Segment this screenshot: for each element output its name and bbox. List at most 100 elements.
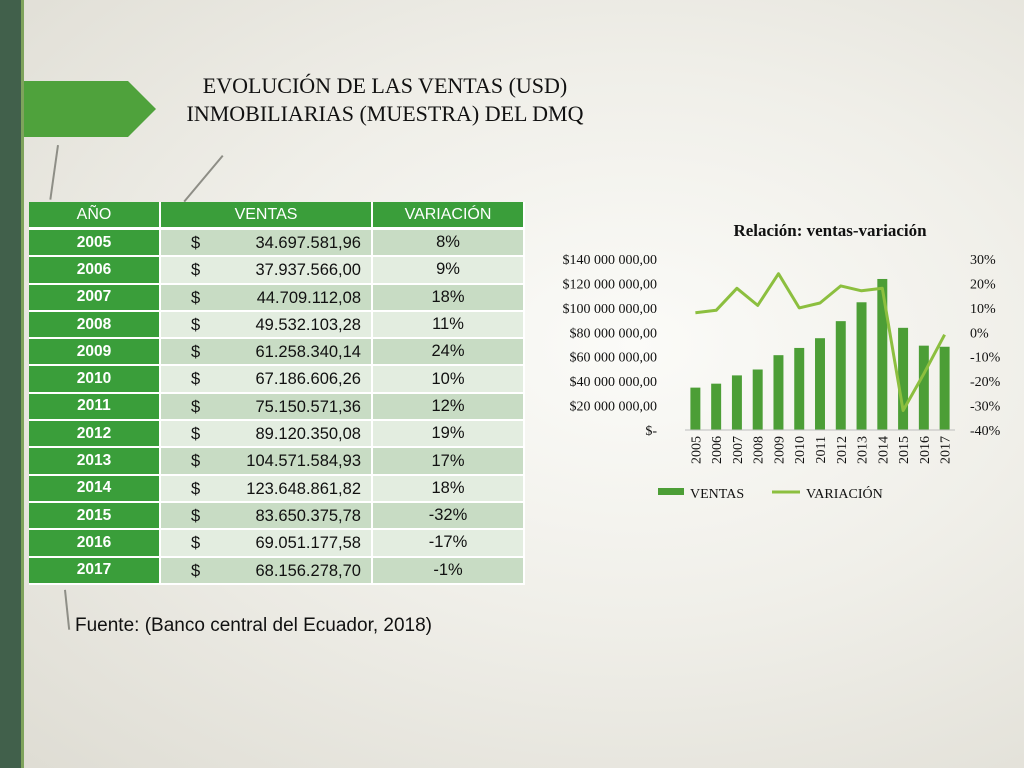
x-tick-label: 2006 <box>710 436 725 464</box>
title-line-2: INMOBILIARIAS (MUESTRA) DEL DMQ <box>186 101 584 126</box>
bar-ventas <box>794 347 805 430</box>
bar-ventas <box>856 302 867 430</box>
y-left-tick-label: $100 000 000,00 <box>563 302 658 317</box>
cell-year: 2012 <box>29 421 161 449</box>
y-right-tick-label: -20% <box>970 375 1001 390</box>
y-right-tick-label: 20% <box>970 277 996 292</box>
cell-ventas: $37.937.566,00 <box>161 257 373 285</box>
chart-title: Relación: ventas-variación <box>733 221 927 240</box>
currency-symbol: $ <box>191 479 201 498</box>
decorative-line <box>64 589 70 630</box>
cell-year: 2014 <box>29 475 161 503</box>
x-tick-label: 2014 <box>876 436 891 464</box>
cell-variacion: 18% <box>373 475 525 503</box>
bar-ventas <box>877 278 888 430</box>
y-left-tick-label: $80 000 000,00 <box>570 326 658 341</box>
cell-year: 2016 <box>29 530 161 558</box>
page-title: EVOLUCIÓN DE LAS VENTAS (USD) INMOBILIAR… <box>150 72 620 128</box>
cell-year: 2011 <box>29 393 161 422</box>
bar-ventas <box>939 346 950 430</box>
currency-symbol: $ <box>191 561 201 580</box>
table-row: 2011 $75.150.571,36 12% <box>29 393 525 422</box>
table-row: 2009 $61.258.340,14 24% <box>29 339 525 367</box>
table-row: 2007 $44.709.112,08 18% <box>29 284 525 312</box>
line-variacion <box>695 272 946 412</box>
y-left-tick-label: $40 000 000,00 <box>570 375 658 390</box>
currency-symbol: $ <box>191 506 201 525</box>
x-tick-label: 2016 <box>918 436 933 464</box>
table-row: 2017 $68.156.278,70 -1% <box>29 557 525 585</box>
cell-variacion: 24% <box>373 339 525 367</box>
cell-ventas: $67.186.606,26 <box>161 366 373 394</box>
cell-variacion: 19% <box>373 421 525 449</box>
ventas-amount: 37.937.566,00 <box>255 261 361 280</box>
x-tick-label: 2011 <box>814 436 829 463</box>
table-row: 2005 $34.697.581,96 8% <box>29 230 525 258</box>
currency-symbol: $ <box>191 452 201 471</box>
title-arrow-shape <box>24 81 156 137</box>
y-right-tick-label: -40% <box>970 424 1001 439</box>
legend-ventas-swatch <box>658 488 684 495</box>
y-right-tick-label: 10% <box>970 302 996 317</box>
left-decor-band <box>0 0 21 768</box>
ventas-amount: 34.697.581,96 <box>255 234 361 252</box>
ventas-amount: 49.532.103,28 <box>255 315 361 334</box>
x-tick-label: 2010 <box>793 436 808 464</box>
source-note: Fuente: (Banco central del Ecuador, 2018… <box>75 615 433 636</box>
cell-year: 2017 <box>29 557 161 585</box>
cell-variacion: 8% <box>373 230 525 258</box>
currency-symbol: $ <box>191 234 201 252</box>
cell-year: 2009 <box>29 339 161 367</box>
cell-ventas: $69.051.177,58 <box>161 530 373 558</box>
cell-variacion: 10% <box>373 366 525 394</box>
currency-symbol: $ <box>191 288 201 307</box>
header-ventas: VENTAS <box>161 202 373 230</box>
currency-symbol: $ <box>191 534 201 553</box>
ventas-amount: 67.186.606,26 <box>255 370 361 389</box>
cell-ventas: $68.156.278,70 <box>161 557 373 585</box>
table-row: 2008 $49.532.103,28 11% <box>29 311 525 340</box>
cell-year: 2015 <box>29 502 161 531</box>
bar-ventas <box>711 383 722 430</box>
currency-symbol: $ <box>191 397 201 416</box>
cell-variacion: 9% <box>373 257 525 285</box>
legend-ventas-label: VENTAS <box>690 487 744 502</box>
y-right-tick-label: -30% <box>970 400 1001 415</box>
bar-ventas <box>752 369 763 430</box>
cell-ventas: $44.709.112,08 <box>161 284 373 312</box>
cell-variacion: -17% <box>373 530 525 558</box>
x-tick-label: 2015 <box>897 436 912 464</box>
cell-ventas: $83.650.375,78 <box>161 502 373 531</box>
cell-variacion: 12% <box>373 393 525 422</box>
currency-symbol: $ <box>191 261 201 280</box>
cell-year: 2010 <box>29 366 161 394</box>
table-header-row: AÑO VENTAS VARIACIÓN <box>29 202 525 230</box>
header-year: AÑO <box>29 202 161 230</box>
cell-ventas: $49.532.103,28 <box>161 311 373 340</box>
ventas-amount: 83.650.375,78 <box>255 506 361 525</box>
cell-variacion: 17% <box>373 448 525 476</box>
y-left-tick-label: $60 000 000,00 <box>570 351 658 366</box>
x-tick-label: 2008 <box>752 436 767 464</box>
y-right-tick-label: 30% <box>970 253 996 268</box>
y-left-tick-label: $- <box>645 424 657 439</box>
ventas-amount: 104.571.584,93 <box>246 452 361 471</box>
x-tick-label: 2009 <box>772 436 787 464</box>
cell-year: 2006 <box>29 257 161 285</box>
table-row: 2016 $69.051.177,58 -17% <box>29 530 525 558</box>
table-body: 2005 $34.697.581,96 8% 2006 $37.937.566,00 9%… <box>29 230 525 585</box>
header-variacion: VARIACIÓN <box>373 202 525 230</box>
cell-variacion: 11% <box>373 311 525 340</box>
bar-ventas <box>690 387 701 430</box>
currency-symbol: $ <box>191 425 201 444</box>
sales-chart: Relación: ventas-variación $- $20 000 000,… <box>563 221 1001 502</box>
bar-ventas <box>773 355 784 430</box>
ventas-amount: 68.156.278,70 <box>255 561 361 580</box>
y-left-tick-label: $120 000 000,00 <box>563 277 658 292</box>
x-tick-label: 2013 <box>856 436 871 464</box>
cell-year: 2013 <box>29 448 161 476</box>
cell-ventas: $104.571.584,93 <box>161 448 373 476</box>
ventas-amount: 44.709.112,08 <box>256 288 361 307</box>
bar-ventas <box>835 321 846 430</box>
decorative-line <box>183 155 224 202</box>
